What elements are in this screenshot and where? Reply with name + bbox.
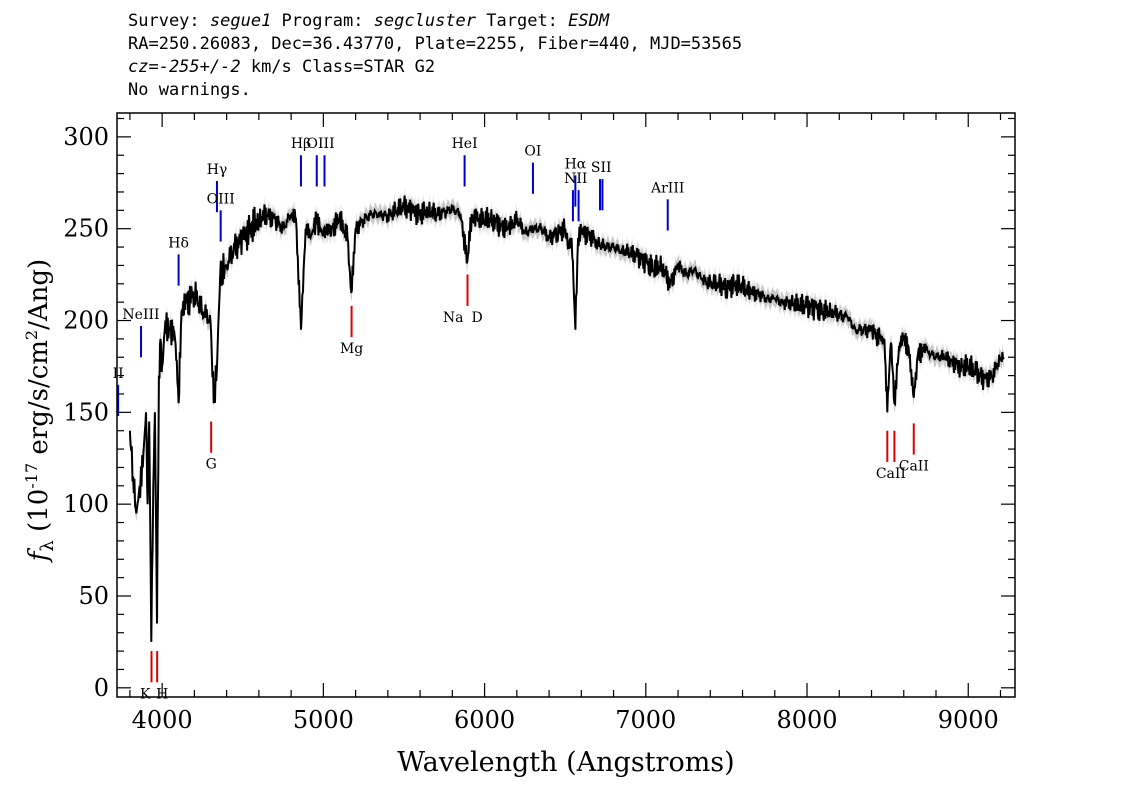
absorption-label-caii: CaII <box>899 459 929 475</box>
header-line-coordinates: RA=250.26083, Dec=36.43770, Plate=2255, … <box>128 34 743 54</box>
y-tick-label: 100 <box>63 490 109 518</box>
x-tick-label: 5000 <box>293 706 354 734</box>
absorption-label-k: K <box>140 686 151 702</box>
target-label: Target: <box>476 11 569 31</box>
x-tick-label: 7000 <box>615 706 676 734</box>
redshift-value: cz=-255+/-2 <box>128 57 241 77</box>
emission-label-oiii: OIII <box>307 136 335 152</box>
absorption-label-mg: Mg <box>340 341 363 357</box>
header-line-warnings: No warnings. <box>128 80 251 100</box>
y-axis-label: fλ (10-17 erg/s/cm2/Ang) <box>22 259 58 563</box>
y-tick-label: 50 <box>78 582 109 610</box>
absorption-label-d: D <box>472 310 483 326</box>
header-line-redshift: cz=-255+/-2 km/s Class=STAR G2 <box>128 56 742 79</box>
y-tick-label: 0 <box>94 674 109 702</box>
spectrum-header: Survey: segue1 Program: segcluster Targe… <box>128 10 742 102</box>
emission-label-ii: II <box>113 366 124 382</box>
emission-label-hδ: Hδ <box>168 235 189 251</box>
emission-label-hei: HeI <box>452 136 478 152</box>
spectrum-line <box>128 195 1005 642</box>
survey-label: Survey: <box>128 11 210 31</box>
survey-value: segue1 <box>209 11 272 31</box>
emission-label-hγ: Hγ <box>207 162 228 178</box>
absorption-label-na: Na <box>443 310 464 326</box>
y-tick-label: 300 <box>63 123 109 151</box>
emission-label-neiii: NeIII <box>122 307 159 323</box>
error-band <box>129 187 1004 651</box>
emission-label-ariii: ArIII <box>650 180 684 196</box>
x-tick-label: 6000 <box>454 706 515 734</box>
y-tick-label: 150 <box>63 398 109 426</box>
emission-label-oiii: OIII <box>207 191 235 207</box>
x-axis-label: Wavelength (Angstroms) <box>397 747 734 778</box>
emission-label-hβ: Hβ <box>291 136 311 152</box>
header-line-survey: Survey: segue1 Program: segcluster Targe… <box>128 10 742 33</box>
emission-label-sii: SII <box>591 160 612 176</box>
program-label: Program: <box>271 11 374 31</box>
target-value: ESDM <box>568 11 610 31</box>
emission-label-nii: NII <box>564 171 587 187</box>
axes: 4000 5000 6000 7000 8000 9000 0 50 100 150 200 250 3… <box>63 112 1016 734</box>
x-tick-label: 8000 <box>776 706 837 734</box>
spectrum-series <box>128 195 1005 642</box>
absorption-label-g: G <box>206 457 217 473</box>
absorption-label-caii: CaII <box>876 466 906 482</box>
x-tick-label: 4000 <box>132 706 193 734</box>
program-value: segcluster <box>373 11 477 31</box>
y-tick-label: 250 <box>63 215 109 243</box>
plot-frame <box>116 112 1016 698</box>
emission-label-hα: Hα <box>565 156 587 172</box>
x-tick-label: 9000 <box>938 706 999 734</box>
y-tick-label: 200 <box>63 307 109 335</box>
emission-label-oi: OI <box>524 144 541 160</box>
class-value: km/s Class=STAR G2 <box>240 57 436 77</box>
error-band-area <box>129 187 1004 651</box>
